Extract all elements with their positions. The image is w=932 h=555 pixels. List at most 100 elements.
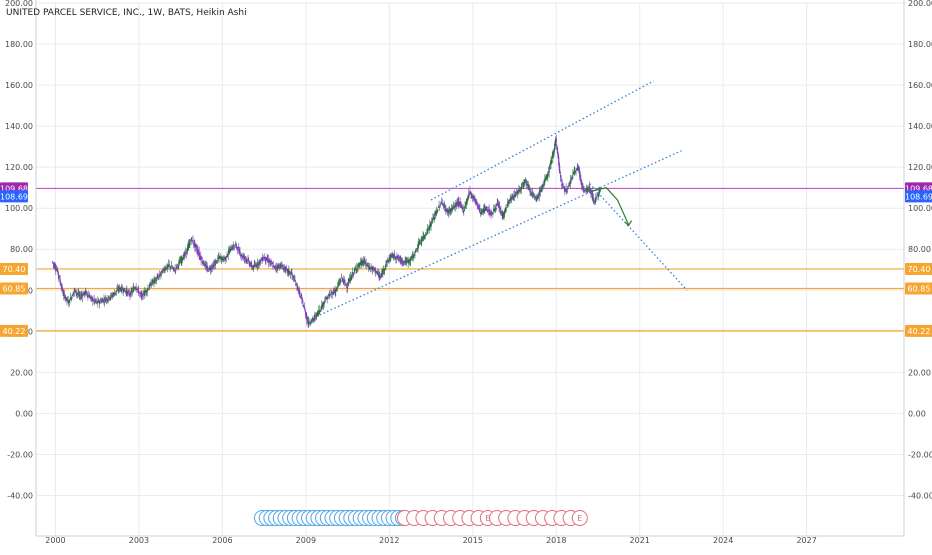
- candle-body: [574, 171, 577, 173]
- candle-body: [555, 137, 557, 144]
- candle-body: [53, 263, 55, 266]
- candle-body: [534, 196, 536, 198]
- candle-body: [435, 211, 437, 215]
- candle-body: [91, 297, 93, 300]
- candle-body: [90, 296, 92, 299]
- candle-body: [593, 199, 595, 201]
- candle-body: [144, 291, 147, 293]
- candle-body: [388, 259, 390, 261]
- candle-body: [145, 290, 147, 293]
- candle-body: [228, 250, 231, 254]
- candle-body: [443, 204, 445, 206]
- candle-body: [423, 236, 425, 239]
- candle-body: [325, 298, 328, 300]
- candle-body: [539, 190, 542, 193]
- candle-body: [556, 145, 558, 150]
- candle-body: [434, 212, 436, 216]
- candle-body: [364, 262, 367, 264]
- candle-body: [525, 178, 527, 181]
- candle-body: [134, 287, 137, 289]
- candle-body: [564, 190, 566, 191]
- candle-body: [236, 246, 238, 249]
- candle-body: [233, 246, 236, 248]
- candle-body: [135, 286, 137, 289]
- candle-body: [411, 256, 413, 259]
- candle-body: [525, 180, 527, 184]
- candle-body: [108, 295, 110, 298]
- candle-body: [478, 207, 480, 209]
- last-price-tag-left-bg: [0, 190, 28, 203]
- level-tag-right: 109.68: [905, 184, 932, 193]
- candle-body: [108, 298, 111, 300]
- candle-body: [230, 247, 232, 249]
- candle-body: [235, 244, 237, 246]
- candle-body: [486, 206, 488, 209]
- candle-body: [251, 267, 253, 269]
- earnings-marker[interactable]: [571, 510, 588, 526]
- candle-body: [312, 318, 315, 320]
- candle-body: [273, 265, 275, 268]
- candle-body: [427, 228, 430, 230]
- candle-body: [419, 242, 422, 244]
- candle-body: [192, 239, 194, 244]
- candle-body: [88, 296, 90, 298]
- candle-body: [439, 207, 441, 209]
- trend-line-projection[interactable]: [589, 183, 688, 291]
- candle-body: [390, 255, 393, 258]
- candle-body: [364, 260, 366, 264]
- candle-body: [440, 202, 443, 204]
- candle-body: [81, 295, 83, 297]
- candle-body: [280, 265, 283, 267]
- candle-body: [153, 278, 155, 283]
- candle-body: [489, 213, 492, 215]
- candle-body: [285, 268, 287, 270]
- candle-body: [463, 209, 466, 211]
- candle-body: [342, 280, 344, 283]
- candle-body: [473, 196, 475, 201]
- candle-body: [334, 290, 336, 293]
- candle-body: [104, 298, 106, 299]
- candle-body: [439, 204, 441, 206]
- candle-body: [519, 189, 521, 191]
- candle-body: [345, 283, 347, 286]
- candle-body: [394, 257, 396, 259]
- candle-body: [512, 196, 514, 198]
- candle-body: [190, 240, 192, 242]
- forecast-path[interactable]: [589, 187, 630, 225]
- candle-body: [201, 261, 203, 263]
- candle-body: [278, 267, 281, 269]
- candle-body: [162, 270, 164, 273]
- candle-body: [385, 263, 387, 266]
- candle-body: [559, 174, 562, 178]
- candle-body: [274, 265, 276, 267]
- candle-body: [301, 297, 303, 300]
- candle-body: [532, 193, 534, 195]
- candle-body: [197, 249, 199, 254]
- candle-body: [69, 301, 71, 303]
- candle-body: [143, 294, 145, 296]
- candle-body: [495, 204, 498, 207]
- x-tick-label: 2009: [296, 536, 316, 545]
- candle-body: [569, 183, 571, 184]
- candle-body: [321, 304, 323, 306]
- candle-body: [589, 185, 591, 191]
- candle-body: [567, 186, 569, 189]
- candle-body: [358, 263, 360, 266]
- candle-body: [240, 255, 242, 257]
- candle-body: [450, 208, 453, 212]
- candle-body: [540, 188, 542, 192]
- candle-body: [542, 184, 545, 186]
- candle-body: [58, 277, 61, 279]
- candle-body: [495, 208, 497, 210]
- candle-body: [112, 294, 114, 296]
- candle-body: [555, 140, 557, 144]
- candle-body: [424, 234, 426, 237]
- candle-body: [271, 263, 273, 265]
- candle-body: [491, 212, 493, 214]
- candle-body: [243, 255, 245, 259]
- candle-body: [379, 275, 381, 279]
- candle-body: [204, 264, 206, 267]
- candle-body: [597, 194, 599, 196]
- candle-body: [468, 192, 470, 194]
